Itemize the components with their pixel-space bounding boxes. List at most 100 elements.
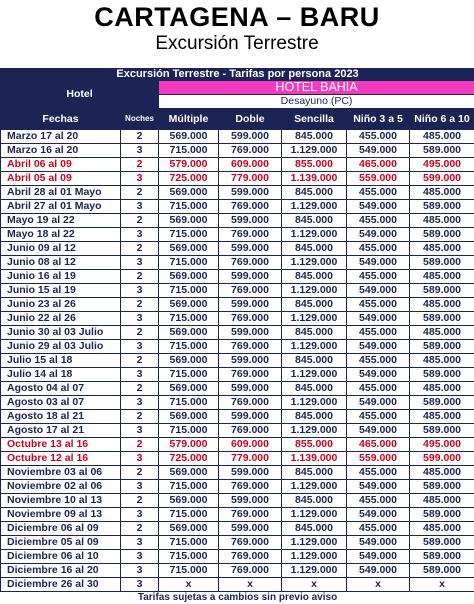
date-cell: Junio 16 al 19 (1, 270, 121, 284)
rate-cell: 855.000 (282, 158, 347, 172)
rate-cell: 3 (121, 564, 159, 578)
rate-cell: 549.000 (347, 480, 410, 494)
date-cell: Agosto 04 al 07 (1, 382, 121, 396)
rate-cell: 3 (121, 340, 159, 354)
banner: Excursión Terrestre - Tarifas por person… (1, 69, 474, 81)
date-cell: Noviembre 10 al 13 (1, 494, 121, 508)
rate-cell: 2 (121, 242, 159, 256)
rate-cell: 485.000 (410, 494, 474, 508)
date-cell: Junio 22 al 26 (1, 312, 121, 326)
rate-cell: 569.000 (159, 522, 219, 536)
date-cell: Diciembre 06 al 10 (1, 550, 121, 564)
rate-cell: x (159, 578, 219, 592)
rate-cell: 455.000 (347, 382, 410, 396)
rate-cell: 589.000 (410, 284, 474, 298)
rate-cell: 725.000 (159, 172, 219, 186)
rate-cell: 2 (121, 186, 159, 200)
rate-cell: 589.000 (410, 256, 474, 270)
rate-cell: 485.000 (410, 522, 474, 536)
date-cell: Diciembre 06 al 09 (1, 522, 121, 536)
rate-cell: 2 (121, 130, 159, 144)
rate-cell: 569.000 (159, 270, 219, 284)
date-cell: Marzo 16 al 20 (1, 144, 121, 158)
column-header: Fechas (1, 109, 121, 130)
rate-cell: 715.000 (159, 340, 219, 354)
rate-cell: 589.000 (410, 424, 474, 438)
rate-cell: 725.000 (159, 452, 219, 466)
date-cell: Noviembre 02 al 06 (1, 480, 121, 494)
rate-cell: 569.000 (159, 382, 219, 396)
rate-cell: 769.000 (219, 144, 282, 158)
column-header: Niño 3 a 5 (347, 109, 410, 130)
rate-cell: 3 (121, 256, 159, 270)
date-cell: Octubre 13 al 16 (1, 438, 121, 452)
plan: Desayuno (PC) (159, 95, 474, 109)
rate-cell: 495.000 (410, 158, 474, 172)
rate-cell: 715.000 (159, 508, 219, 522)
rate-cell: 845.000 (282, 298, 347, 312)
date-cell: Julio 14 al 18 (1, 368, 121, 382)
rate-cell: 769.000 (219, 228, 282, 242)
rate-cell: 485.000 (410, 298, 474, 312)
footer-note: Tarifas sujetas a cambios sin previo avi… (1, 592, 474, 604)
rate-cell: 3 (121, 508, 159, 522)
rate-cell: 715.000 (159, 424, 219, 438)
date-cell: Diciembre 26 al 30 (1, 578, 121, 592)
footer-row: Tarifas sujetas a cambios sin previo avi… (1, 592, 474, 604)
rate-cell: 845.000 (282, 214, 347, 228)
rate-cell: 1.129.000 (282, 256, 347, 270)
rate-cell: 3 (121, 480, 159, 494)
rate-cell: 599.000 (219, 242, 282, 256)
rate-cell: 465.000 (347, 438, 410, 452)
rate-cell: 589.000 (410, 228, 474, 242)
rate-cell: 455.000 (347, 298, 410, 312)
date-cell: Junio 30 al 03 Julio (1, 326, 121, 340)
rate-cell: 455.000 (347, 466, 410, 480)
rate-cell: 845.000 (282, 130, 347, 144)
rate-cell: 3 (121, 452, 159, 466)
rate-cell: 769.000 (219, 508, 282, 522)
rate-cell: 495.000 (410, 438, 474, 452)
rate-cell: 769.000 (219, 396, 282, 410)
rate-cell: 3 (121, 424, 159, 438)
rate-cell: 559.000 (347, 172, 410, 186)
hotel-name: HOTEL BAHIA (159, 81, 474, 95)
rate-cell: 485.000 (410, 410, 474, 424)
rate-cell: 1.139.000 (282, 172, 347, 186)
hotel-row: Hotel HOTEL BAHIA (1, 81, 474, 95)
rate-cell: 485.000 (410, 326, 474, 340)
rate-cell: 599.000 (219, 494, 282, 508)
rate-cell: 599.000 (219, 466, 282, 480)
rate-cell: 769.000 (219, 256, 282, 270)
date-cell: Agosto 18 al 21 (1, 410, 121, 424)
date-cell: Diciembre 05 al 09 (1, 536, 121, 550)
rate-cell: 1.129.000 (282, 536, 347, 550)
rate-cell: 569.000 (159, 354, 219, 368)
rate-cell: 2 (121, 158, 159, 172)
rate-cell: 3 (121, 172, 159, 186)
rate-cell: 1.129.000 (282, 368, 347, 382)
rate-cell: 569.000 (159, 326, 219, 340)
date-cell: Mayo 18 al 22 (1, 228, 121, 242)
rate-cell: 455.000 (347, 354, 410, 368)
column-header: Múltiple (159, 109, 219, 130)
rate-cell: 715.000 (159, 536, 219, 550)
rate-cell: 599.000 (410, 172, 474, 186)
rate-cell: 549.000 (347, 536, 410, 550)
rate-cell: 715.000 (159, 256, 219, 270)
rate-cell: 455.000 (347, 270, 410, 284)
